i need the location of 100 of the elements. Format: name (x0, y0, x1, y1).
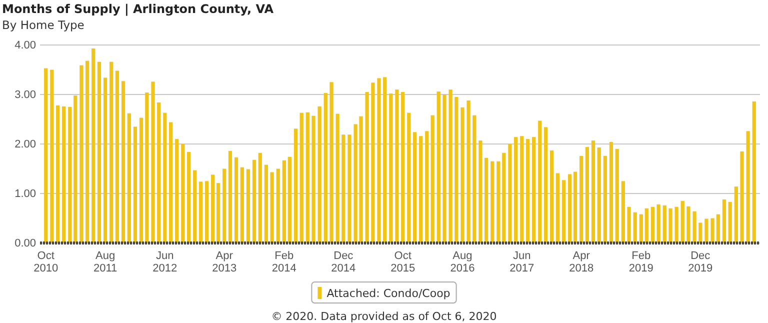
x-tick-label: Dec 2019 (688, 250, 713, 274)
y-tick-label: 2.00 (14, 138, 36, 151)
bar (514, 137, 518, 243)
bar (151, 82, 155, 243)
bar (472, 115, 476, 243)
bar (163, 112, 167, 243)
bar (740, 151, 744, 243)
bar (246, 169, 250, 243)
bar (508, 144, 512, 243)
bar (644, 208, 648, 243)
bar (186, 152, 191, 243)
bar (228, 150, 232, 243)
bar (139, 118, 144, 243)
bar (282, 160, 286, 243)
bar (204, 181, 209, 243)
bar (133, 126, 138, 243)
bar (704, 218, 708, 243)
bar (294, 128, 298, 243)
bar (496, 161, 500, 243)
bar (270, 172, 274, 243)
bar (312, 116, 316, 243)
bar (668, 208, 672, 243)
bar (240, 167, 244, 243)
bar (198, 182, 203, 243)
x-tick-label: Oct 2015 (390, 250, 416, 274)
bar (97, 62, 102, 243)
bar (603, 156, 607, 243)
bar (734, 186, 738, 243)
bar (365, 92, 369, 243)
bar (342, 134, 346, 243)
bar (44, 68, 48, 243)
bar (562, 180, 566, 243)
bar (728, 202, 732, 243)
x-tick-label: Apr 2013 (212, 250, 237, 274)
bar (621, 181, 625, 243)
bar (710, 218, 714, 243)
bar (115, 70, 120, 243)
bar (538, 120, 542, 243)
bar (615, 148, 619, 243)
bar (442, 94, 446, 243)
bar (585, 146, 589, 243)
bar (568, 174, 572, 243)
bar (336, 114, 340, 243)
bar (157, 102, 161, 243)
bar (490, 161, 494, 243)
bar (752, 101, 756, 243)
x-tick-label: Feb 2014 (272, 250, 296, 274)
bar (466, 100, 470, 243)
bar (544, 127, 548, 243)
bar (716, 214, 720, 243)
y-tick-label: 0.00 (14, 238, 36, 250)
bar (419, 136, 423, 243)
bar (425, 131, 429, 243)
bar (264, 164, 268, 243)
bar (532, 137, 536, 243)
bar (412, 132, 417, 243)
bar (68, 106, 72, 243)
x-tick-label: Oct 2010 (34, 250, 58, 274)
x-tick-label: Feb 2019 (628, 250, 654, 274)
x-tick-label: Dec 2014 (331, 250, 356, 274)
bar (383, 77, 387, 243)
bar (62, 106, 66, 243)
bar (639, 214, 643, 243)
bar (145, 92, 149, 243)
bar (276, 168, 280, 243)
bar (454, 96, 458, 243)
bar (181, 144, 185, 243)
bar (103, 78, 108, 243)
bar (656, 204, 660, 243)
bar (330, 82, 334, 243)
bar (580, 156, 584, 243)
bar (324, 93, 328, 243)
bar (56, 105, 60, 243)
bar (484, 158, 488, 243)
bar (526, 139, 530, 243)
bar (448, 90, 452, 243)
bar (686, 206, 690, 243)
x-tick-label: Jun 2017 (510, 250, 534, 274)
bar (395, 90, 399, 243)
bar (234, 157, 238, 243)
bar (460, 107, 464, 243)
bar (633, 212, 637, 243)
bar (306, 112, 310, 243)
bar (389, 94, 393, 243)
bar (168, 122, 173, 243)
bar (430, 115, 434, 243)
bar (175, 139, 179, 243)
chart-subtitle: By Home Type (2, 18, 84, 32)
x-tick-label: Jun 2012 (152, 250, 178, 274)
bar (74, 95, 78, 243)
bar (674, 206, 678, 243)
bar (550, 150, 554, 243)
bar (627, 206, 631, 243)
legend-label: Attached: Condo/Coop (326, 287, 450, 300)
bar (127, 113, 131, 243)
bar (300, 112, 304, 243)
bar (371, 82, 375, 243)
bar (746, 131, 750, 243)
bar (85, 60, 90, 243)
bar (680, 200, 684, 243)
